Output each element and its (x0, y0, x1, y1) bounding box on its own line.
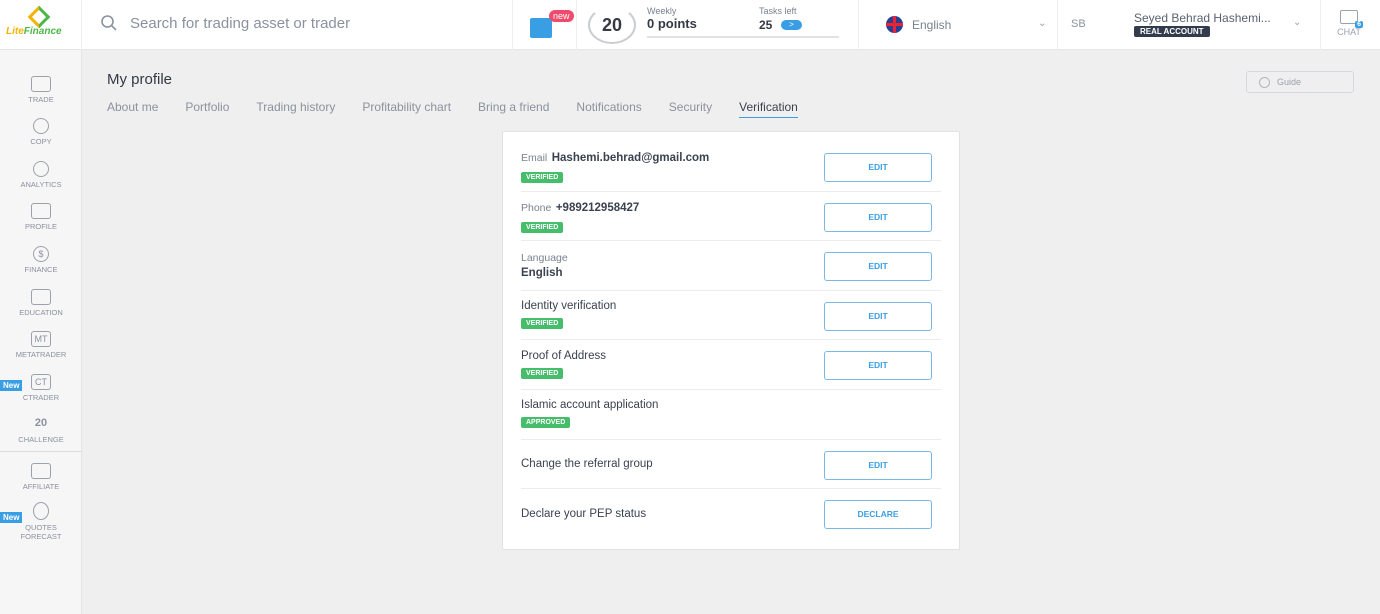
email-label: Email (521, 152, 548, 165)
language-select[interactable]: English (912, 18, 952, 32)
analytics-icon (33, 161, 49, 177)
declare-pep-button[interactable]: DECLARE (824, 500, 932, 530)
user-initials: SB (1071, 18, 1086, 30)
chevron-down-icon[interactable]: ⌄ (1293, 17, 1302, 28)
identity-label: Identity verification (521, 300, 617, 313)
id-card-icon (31, 203, 51, 219)
profile-tabs: About me Portfolio Trading history Profi… (107, 100, 798, 118)
new-badge: New (0, 380, 23, 391)
metatrader-icon: MT (31, 331, 51, 347)
tab-portfolio[interactable]: Portfolio (185, 100, 230, 114)
tasks-count: 25 (759, 18, 773, 32)
edit-referral-button[interactable]: EDIT (824, 450, 932, 480)
logo-mark-icon (27, 5, 51, 29)
challenge-wreath-icon[interactable]: 20 (588, 6, 636, 44)
gift-button[interactable]: new (522, 6, 574, 44)
sidebar-item-profile[interactable]: PROFILE (0, 203, 82, 231)
gift-icon (530, 18, 552, 38)
graduation-cap-icon (31, 289, 51, 305)
edit-language-button[interactable]: EDIT (824, 252, 932, 282)
islamic-label: Islamic account application (521, 399, 659, 412)
sidebar-item-trade[interactable]: TRADE (0, 76, 82, 104)
guide-button[interactable]: Guide (1246, 71, 1354, 93)
address-label: Proof of Address (521, 349, 607, 362)
identity-row: Identity verification VERIFIED EDIT (521, 291, 941, 341)
logo-text-finance: Finance (23, 26, 62, 37)
sidebar-item-challenge[interactable]: 20 CHALLENGE (18, 417, 64, 444)
verified-badge: VERIFIED (521, 221, 564, 233)
chart-icon (31, 76, 51, 92)
search-icon (101, 15, 117, 31)
tasks-arrow-button[interactable]: > (781, 20, 802, 30)
tab-about-me[interactable]: About me (107, 100, 159, 114)
sidebar: TRADE COPY ANALYTICS PROFILE $ FINANCE ED… (0, 50, 82, 614)
tab-notifications[interactable]: Notifications (576, 100, 642, 114)
chat-label: CHAT (1337, 27, 1361, 37)
dollar-icon: $ (33, 246, 49, 262)
handshake-icon (31, 463, 51, 479)
language-value: English (521, 266, 563, 279)
ctrader-icon: CT (31, 374, 51, 390)
edit-email-button[interactable]: EDIT (824, 153, 932, 182)
chat-count-badge: 6 (1355, 21, 1363, 28)
chevron-down-icon[interactable]: ⌄ (1038, 18, 1047, 29)
referral-label: Change the referral group (521, 457, 653, 470)
account-type-badge: REAL ACCOUNT (1134, 26, 1210, 37)
verified-badge: VERIFIED (521, 367, 564, 379)
edit-address-button[interactable]: EDIT (824, 351, 932, 381)
weekly-label: Weekly (647, 6, 677, 16)
verified-badge: VERIFIED (521, 318, 564, 330)
phone-value: +989212958427 (555, 201, 640, 214)
pep-label: Declare your PEP status (521, 507, 647, 520)
phone-row: Phone +989212958427 VERIFIED EDIT (521, 192, 941, 242)
address-row: Proof of Address VERIFIED EDIT (521, 340, 941, 390)
edit-identity-button[interactable]: EDIT (824, 301, 932, 331)
logo[interactable]: LiteFinance (0, 0, 82, 50)
edit-phone-button[interactable]: EDIT (824, 202, 932, 232)
tab-profitability-chart[interactable]: Profitability chart (362, 100, 452, 114)
tab-trading-history[interactable]: Trading history (256, 100, 336, 114)
chat-icon: 6 (1340, 10, 1363, 28)
tasks-label: Tasks left (759, 6, 797, 16)
sidebar-divider (0, 451, 82, 452)
sidebar-item-analytics[interactable]: ANALYTICS (0, 161, 82, 189)
weekly-points: 0 points (647, 16, 697, 31)
language-label: Language (521, 251, 568, 264)
top-header: LiteFinance Search for trading asset or … (0, 0, 1380, 50)
challenge-icon: 20 (34, 417, 48, 429)
email-row: Email Hashemi.behrad@gmail.com VERIFIED ED… (521, 142, 941, 192)
phone-label: Phone (521, 201, 552, 214)
sidebar-item-education[interactable]: EDUCATION (0, 289, 82, 317)
user-name[interactable]: Seyed Behrad Hashemi... (1134, 11, 1271, 25)
pep-row: Declare your PEP status DECLARE (521, 489, 941, 539)
language-row: Language English EDIT (521, 241, 941, 291)
islamic-row: Islamic account application APPROVED (521, 390, 941, 440)
referral-row: Change the referral group EDIT (521, 440, 941, 490)
sidebar-item-quotes-forecast[interactable]: QUOTES FORECAST (0, 502, 82, 541)
sidebar-item-ctrader[interactable]: CT CTRADER (0, 374, 82, 402)
verified-badge: VERIFIED (521, 172, 564, 184)
verification-card: Email Hashemi.behrad@gmail.com VERIFIED ED… (502, 131, 960, 550)
tab-bring-a-friend[interactable]: Bring a friend (478, 100, 550, 114)
logo-text-lite: Lite (6, 26, 24, 37)
page-title: My profile (107, 71, 173, 88)
weekly-progress-bar (647, 36, 839, 38)
search-input[interactable]: Search for trading asset or trader (100, 14, 350, 32)
person-icon (33, 118, 49, 134)
sidebar-item-copy[interactable]: COPY (0, 118, 82, 146)
sidebar-item-finance[interactable]: $ FINANCE (0, 246, 82, 274)
tab-security[interactable]: Security (668, 100, 713, 114)
uk-flag-icon (886, 16, 903, 33)
tab-verification[interactable]: Verification (739, 100, 798, 118)
chat-button[interactable]: 6 CHAT (1334, 10, 1364, 37)
forecast-icon (33, 502, 49, 520)
approved-badge: APPROVED (521, 417, 571, 429)
email-value: Hashemi.behrad@gmail.com (551, 152, 710, 165)
new-badge: new (549, 10, 574, 22)
sidebar-item-affiliate[interactable]: AFFILIATE (0, 463, 82, 491)
sidebar-item-metatrader[interactable]: MT METATRADER (0, 331, 82, 359)
search-placeholder: Search for trading asset or trader (130, 14, 351, 32)
new-badge: New (0, 512, 23, 523)
